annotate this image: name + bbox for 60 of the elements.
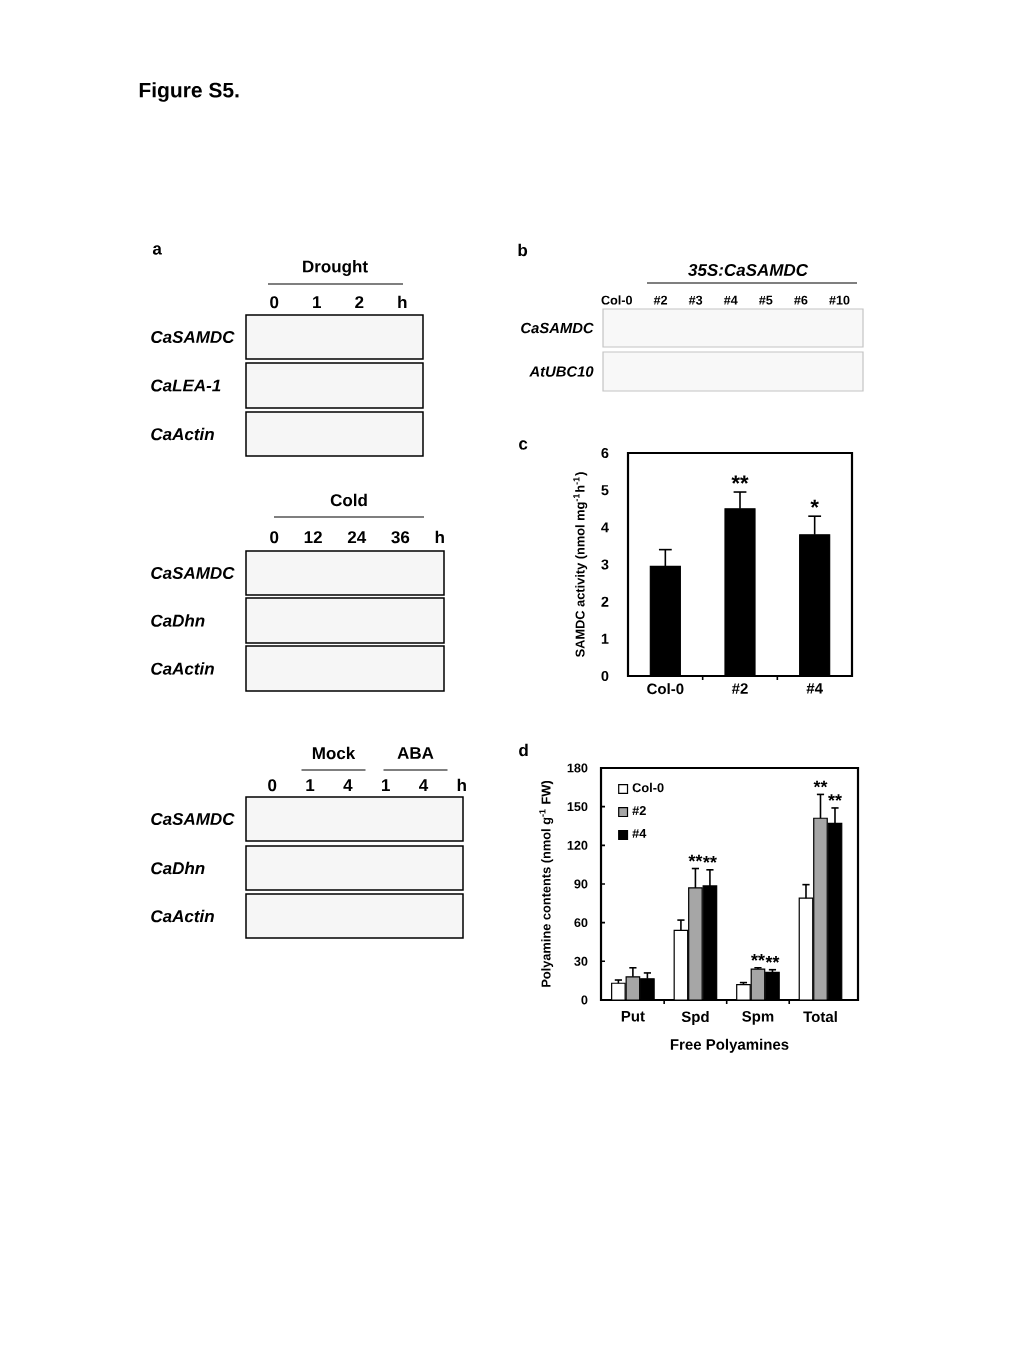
legend-label: Col-0 [632,782,664,793]
x-axis-title: Free Polyamines [670,1038,789,1053]
text: d [519,743,528,757]
text: Cold [330,493,367,507]
annotation: ** [765,955,780,963]
y-tick-label: 1 [601,633,609,644]
text: 35S:CaSAMDC [688,263,809,276]
text: CaDhn [151,861,205,875]
y-tick-label: 6 [601,447,609,459]
y-tick-label: 30 [574,956,588,966]
x-tick-label: Col-0 [647,683,684,695]
text: CaActin [151,427,214,441]
y-tick-label: 2 [601,596,609,607]
text: 0 1 2 h [270,295,407,309]
text: CaSAMDC [521,322,594,334]
text: Drought [303,260,368,276]
y-tick-label: 4 [601,522,609,533]
y-tick-label: 0 [601,670,609,682]
legend-label: #2 [632,806,646,816]
text: ABA [397,747,434,759]
x-tick-label: Spm [742,1011,774,1025]
x-tick-label: Total [803,1011,837,1023]
text: 0 12 24 36 h [270,530,444,544]
annotation: ** [731,475,749,484]
annotation: ** [751,953,765,961]
annotation: * [810,499,819,508]
y-tick-label: 180 [567,763,588,773]
text: CaDhn [151,614,205,627]
x-tick-label: Put [621,1011,645,1022]
text: CaActin [151,909,214,923]
text: CaSAMDC [151,812,235,825]
y-tick-label: 120 [567,840,588,850]
y-tick-label: 3 [601,559,609,570]
y-tick-label: 150 [567,802,588,812]
text: a [152,245,162,255]
annotation: ** [688,854,703,862]
x-tick-label: #2 [731,683,748,694]
annotation: ** [828,794,842,801]
caption: Figure S5. [139,82,239,102]
text: CaSAMDC [151,330,235,343]
x-tick-label: #4 [806,683,823,694]
x-tick-label: Spd [681,1011,709,1026]
text: b [518,243,528,257]
text: AtUBC10 [529,366,594,377]
annotation: ** [813,780,828,788]
text: c [519,440,528,450]
text: Col-0 #2 #3 #4 #5 #6 #10 [601,295,850,305]
text: CaActin [151,662,214,675]
y-tick-label: 5 [601,485,609,496]
y-axis-title: Polyamine contents (nmol g$^{-1}$ FW) [539,780,554,987]
text: CaLEA-1 [151,379,221,392]
text: CaSAMDC [151,566,235,579]
y-axis-title: SAMDC activity (nmol mg$^{-1}$h$^{-1}$) [573,472,588,657]
y-tick-label: 90 [574,879,588,889]
legend-label: #4 [632,829,647,838]
y-tick-label: 60 [574,918,588,928]
text: 0 1 4 1 4 h [268,778,466,792]
text: Mock [312,746,356,760]
annotation: ** [702,856,717,863]
y-tick-label: 0 [581,995,588,1005]
